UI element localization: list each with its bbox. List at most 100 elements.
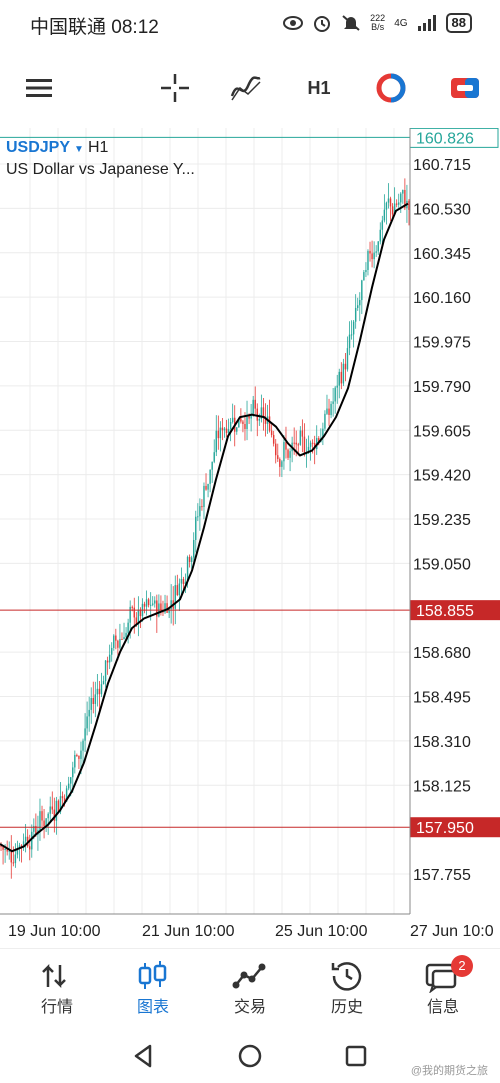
current-price-label: 160.826 xyxy=(416,130,474,147)
symbol-timeframe: H1 xyxy=(87,139,109,156)
candle-body xyxy=(217,430,220,439)
candle-body xyxy=(322,428,324,439)
back-icon[interactable] xyxy=(130,1042,158,1070)
recents-icon[interactable] xyxy=(342,1042,370,1070)
candle-body xyxy=(252,399,254,414)
candle-body xyxy=(242,421,244,425)
candle-body xyxy=(193,539,195,558)
symbol-dropdown-icon: ▼ xyxy=(74,144,84,155)
candle-body xyxy=(254,399,256,409)
price-chart[interactable]: 158.855 157.950 160.826 160.715 160.530 160.… xyxy=(0,128,500,940)
candle-body xyxy=(400,193,402,203)
candle-body xyxy=(346,348,349,370)
candle-body xyxy=(275,443,277,456)
nav-messages[interactable]: 2 信息 xyxy=(403,955,483,1017)
candle-body xyxy=(199,506,201,517)
candle-body xyxy=(14,854,17,864)
candle-body xyxy=(340,371,343,384)
candle-body xyxy=(115,635,117,641)
candle-body xyxy=(213,452,215,462)
candle-body xyxy=(328,408,330,415)
candle-body xyxy=(49,806,51,814)
indicators-button[interactable] xyxy=(224,70,268,106)
symbol-header[interactable]: USDJPY ▼ H1 xyxy=(6,139,108,157)
candle-body xyxy=(385,202,388,210)
bottom-navigation: 行情 图表 交易 历史 2 信息 xyxy=(0,948,500,1029)
candle-body xyxy=(22,841,25,847)
candle-body xyxy=(94,694,97,705)
candle-body xyxy=(135,617,138,625)
home-icon[interactable] xyxy=(236,1042,264,1070)
candle-body xyxy=(297,444,299,446)
candle-body xyxy=(270,430,273,435)
price-tick-label: 159.605 xyxy=(413,423,471,440)
crosshair-icon xyxy=(161,74,189,102)
candle-body xyxy=(119,638,121,648)
crosshair-button[interactable] xyxy=(153,70,197,106)
candle-body xyxy=(197,516,199,518)
candle-body xyxy=(39,811,41,831)
candle-body xyxy=(348,334,351,349)
menu-button[interactable] xyxy=(17,70,61,106)
candle-body xyxy=(65,788,68,802)
candle-body xyxy=(262,407,265,417)
candle-body xyxy=(72,767,74,778)
status-bar: 中国联通 08:12 222 B/s 4G 88 xyxy=(0,0,500,50)
time-tick-label: 19 Jun 10:00 xyxy=(8,923,101,940)
candle-body xyxy=(221,427,224,431)
candle-body xyxy=(47,813,49,819)
candle-body xyxy=(188,556,191,562)
trade-panel-button[interactable] xyxy=(443,70,487,106)
candle-body xyxy=(211,461,213,470)
candle-body xyxy=(283,442,285,462)
nav-trade[interactable]: 交易 xyxy=(210,959,290,1017)
candle-body xyxy=(383,209,386,221)
one-click-trading-button[interactable] xyxy=(369,70,413,106)
price-level-tag xyxy=(410,600,500,621)
candle-body xyxy=(29,846,31,850)
candle-body xyxy=(139,609,142,617)
menu-icon xyxy=(26,79,52,97)
chart-toolbar: H1 xyxy=(0,60,500,116)
candle-body xyxy=(24,836,27,842)
candle-body xyxy=(76,754,78,756)
candle-body xyxy=(154,600,156,604)
candle-body xyxy=(100,684,103,695)
timeframe-button[interactable]: H1 xyxy=(307,77,331,98)
candle-body xyxy=(240,418,242,422)
candle-body xyxy=(131,606,133,608)
candle-body xyxy=(180,578,183,584)
candle-body xyxy=(295,442,297,445)
candle-body xyxy=(404,189,406,209)
nav-history[interactable]: 历史 xyxy=(307,959,387,1017)
candle-body xyxy=(357,305,359,308)
candle-body xyxy=(395,203,398,205)
system-navigation xyxy=(0,1028,500,1083)
candle-body xyxy=(371,253,373,260)
nav-chart-label: 图表 xyxy=(136,999,169,1016)
candle-body xyxy=(78,755,80,759)
moving-average-line xyxy=(0,202,409,853)
symbol-description: US Dollar vs Japanese Y... xyxy=(6,161,195,178)
battery-indicator: 88 xyxy=(445,13,472,33)
candle-body xyxy=(285,442,287,450)
nav-quotes[interactable]: 行情 xyxy=(17,959,97,1017)
candle-body xyxy=(121,638,123,640)
candle-body xyxy=(104,660,107,682)
candle-body xyxy=(184,581,187,585)
nav-chart[interactable]: 图表 xyxy=(113,959,193,1017)
candle-body xyxy=(2,846,4,850)
candle-body xyxy=(303,436,306,455)
candle-body xyxy=(106,660,109,663)
candle-body xyxy=(98,688,101,695)
price-tick-label: 158.125 xyxy=(413,778,471,795)
signal-icon xyxy=(417,15,436,31)
candle-body xyxy=(227,429,230,434)
candle-body xyxy=(281,461,283,467)
candle-body xyxy=(293,442,295,444)
candle-body xyxy=(318,438,320,443)
candle-body xyxy=(326,408,328,414)
candle-body xyxy=(63,798,66,802)
candlestick-chart-icon xyxy=(138,961,167,989)
candle-body xyxy=(299,430,302,445)
